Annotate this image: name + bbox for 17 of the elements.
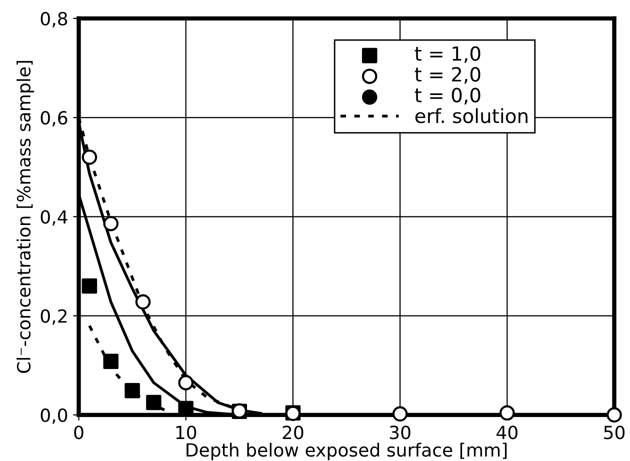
- y-tick-label: 0,8: [40, 12, 68, 28]
- x-tick-label: 50: [604, 426, 625, 440]
- y-tick-label: 0,6: [40, 111, 68, 127]
- x-tick-label: 10: [176, 426, 196, 440]
- legend-label: t = 1,0: [414, 46, 480, 63]
- x-tick-label: 30: [390, 426, 410, 440]
- y-tick-label: 0,4: [40, 210, 68, 226]
- x-tick-label: 20: [282, 426, 304, 440]
- x-tick-label: 0: [74, 426, 84, 440]
- x-tick-label: 40: [496, 426, 518, 440]
- y-axis-title: Cl⁻-concentration [%mass sample]: [16, 60, 34, 373]
- legend-label: t = 2,0: [414, 66, 480, 84]
- legend-label: t = 0,0: [414, 88, 480, 104]
- x-axis-title: Depth below exposed surface [mm]: [186, 442, 507, 460]
- y-tick-label: 0,2: [40, 309, 67, 325]
- legend-label: erf. solution: [415, 108, 528, 124]
- y-tick-label: 0,0: [40, 408, 68, 424]
